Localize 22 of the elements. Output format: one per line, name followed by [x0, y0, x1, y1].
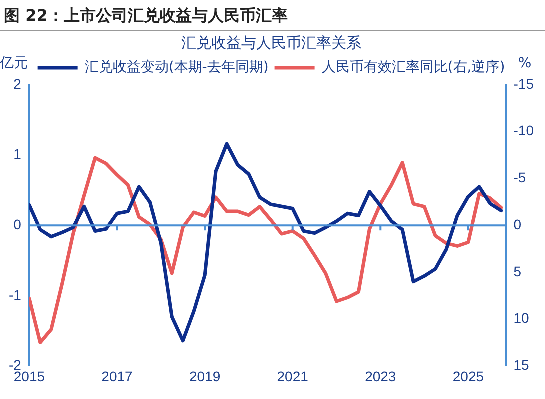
y2-tick-label: -15 — [514, 76, 534, 92]
x-tick-label: 2021 — [277, 368, 309, 384]
chart-title: 图 22：上市公司汇兑收益与人民币汇率 — [0, 0, 545, 31]
x-tick-label: 2019 — [189, 368, 221, 384]
y2-tick-label: 5 — [514, 263, 522, 280]
y2-axis-title: % — [518, 56, 532, 72]
y-tick-label: -1 — [8, 286, 22, 303]
y2-tick-label: -10 — [514, 122, 534, 139]
y-tick-label: 1 — [14, 146, 22, 162]
chart-subtitle: 汇兑收益与人民币汇率关系 — [182, 34, 362, 52]
y-tick-label: 2 — [14, 76, 22, 92]
x-tick-label: 2023 — [365, 368, 396, 384]
y2-tick-label: 10 — [514, 310, 530, 326]
legend-label: 人民币有效汇率同比(右,逆序) — [322, 60, 506, 76]
x-tick-label: 2025 — [452, 368, 484, 384]
y2-tick-label: -5 — [514, 170, 526, 186]
y2-tick-label: 0 — [514, 216, 522, 232]
y-axis-title: 亿元 — [0, 56, 28, 72]
y-tick-label: 0 — [14, 216, 22, 232]
x-tick-label: 2017 — [102, 368, 134, 384]
y2-tick-label: 15 — [514, 357, 530, 374]
legend-label: 汇兑收益变动(本期-去年同期) — [84, 60, 269, 76]
